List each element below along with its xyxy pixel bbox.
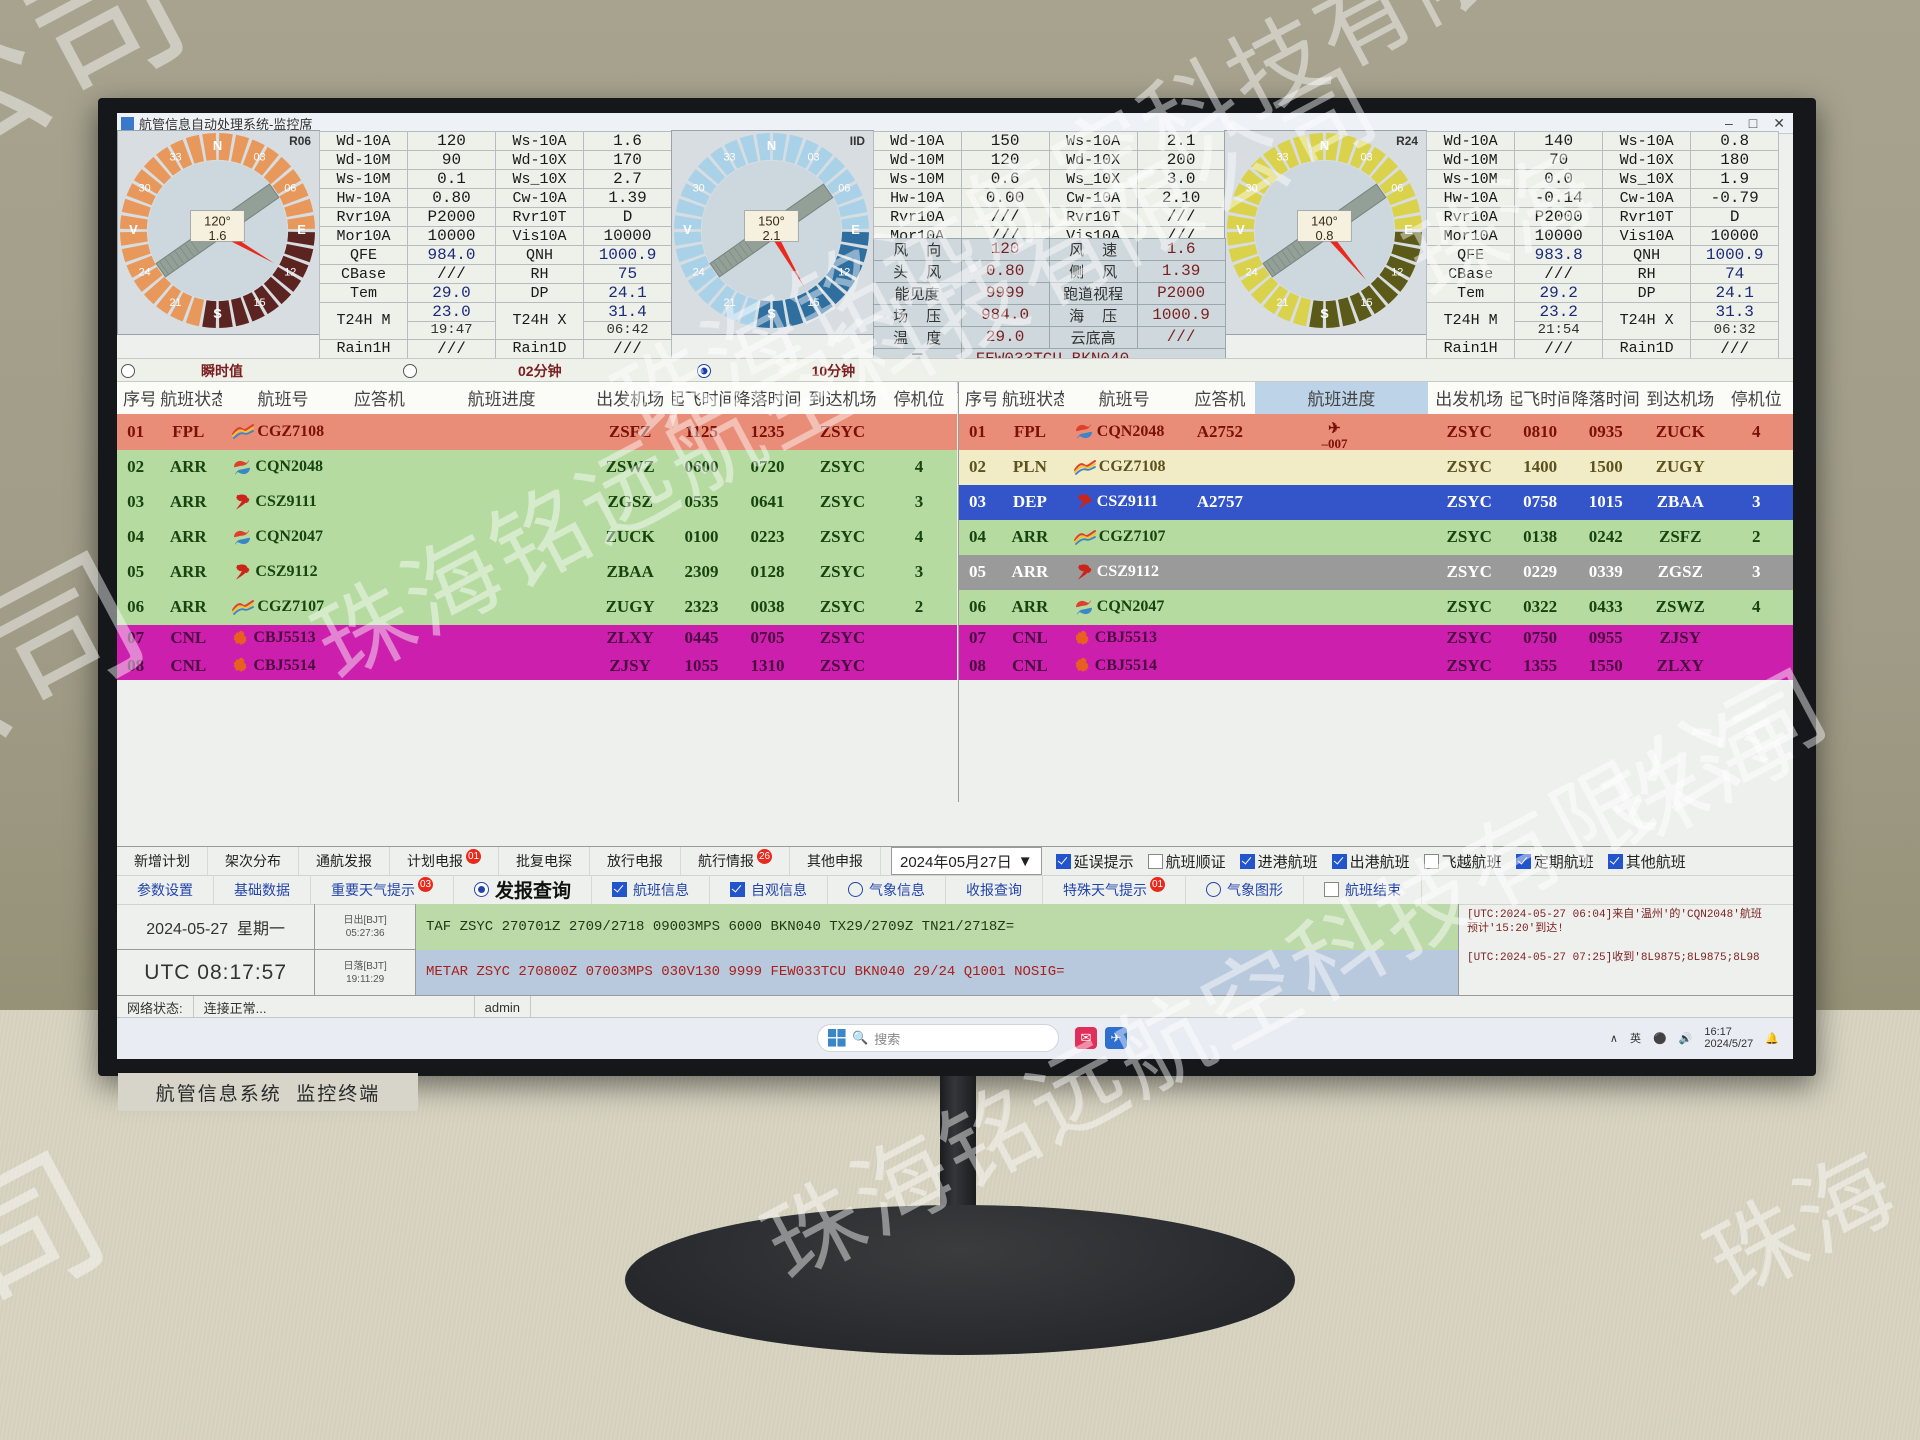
svg-text:30: 30 bbox=[139, 182, 151, 194]
svg-text:E: E bbox=[297, 222, 306, 237]
svg-text:2.1: 2.1 bbox=[762, 228, 780, 243]
svg-text:150°: 150° bbox=[758, 214, 785, 229]
svg-text:21: 21 bbox=[1277, 297, 1289, 309]
svg-text:V: V bbox=[1236, 222, 1245, 237]
svg-text:24: 24 bbox=[1246, 266, 1258, 278]
svg-text:R06: R06 bbox=[289, 134, 311, 148]
svg-text:21: 21 bbox=[169, 297, 181, 309]
svg-text:24: 24 bbox=[139, 266, 151, 278]
svg-text:E: E bbox=[851, 222, 860, 237]
svg-text:12: 12 bbox=[284, 266, 296, 278]
svg-text:30: 30 bbox=[692, 182, 704, 194]
svg-text:12: 12 bbox=[838, 266, 850, 278]
svg-text:33: 33 bbox=[169, 152, 181, 164]
svg-text:N: N bbox=[766, 138, 775, 153]
svg-text:03: 03 bbox=[253, 152, 265, 164]
svg-text:03: 03 bbox=[807, 152, 819, 164]
svg-text:12: 12 bbox=[1391, 266, 1403, 278]
svg-text:120°: 120° bbox=[204, 214, 231, 229]
svg-text:N: N bbox=[213, 138, 222, 153]
svg-text:S: S bbox=[767, 306, 776, 321]
svg-text:V: V bbox=[683, 222, 692, 237]
svg-text:33: 33 bbox=[723, 152, 735, 164]
svg-text:N: N bbox=[1320, 138, 1329, 153]
svg-text:R24: R24 bbox=[1396, 134, 1418, 148]
svg-text:V: V bbox=[129, 222, 138, 237]
svg-text:30: 30 bbox=[1246, 182, 1258, 194]
svg-text:0.8: 0.8 bbox=[1316, 228, 1334, 243]
svg-text:15: 15 bbox=[253, 297, 265, 309]
svg-text:15: 15 bbox=[807, 297, 819, 309]
svg-text:S: S bbox=[213, 306, 222, 321]
svg-text:15: 15 bbox=[1361, 297, 1373, 309]
svg-text:IID: IID bbox=[849, 134, 865, 148]
svg-text:1.6: 1.6 bbox=[209, 228, 227, 243]
svg-text:E: E bbox=[1404, 222, 1413, 237]
svg-text:06: 06 bbox=[838, 182, 850, 194]
svg-text:140°: 140° bbox=[1311, 214, 1338, 229]
svg-text:S: S bbox=[1320, 306, 1329, 321]
svg-text:24: 24 bbox=[692, 266, 704, 278]
svg-text:06: 06 bbox=[1391, 182, 1403, 194]
svg-text:33: 33 bbox=[1277, 152, 1289, 164]
svg-text:03: 03 bbox=[1361, 152, 1373, 164]
svg-text:21: 21 bbox=[723, 297, 735, 309]
svg-text:06: 06 bbox=[284, 182, 296, 194]
